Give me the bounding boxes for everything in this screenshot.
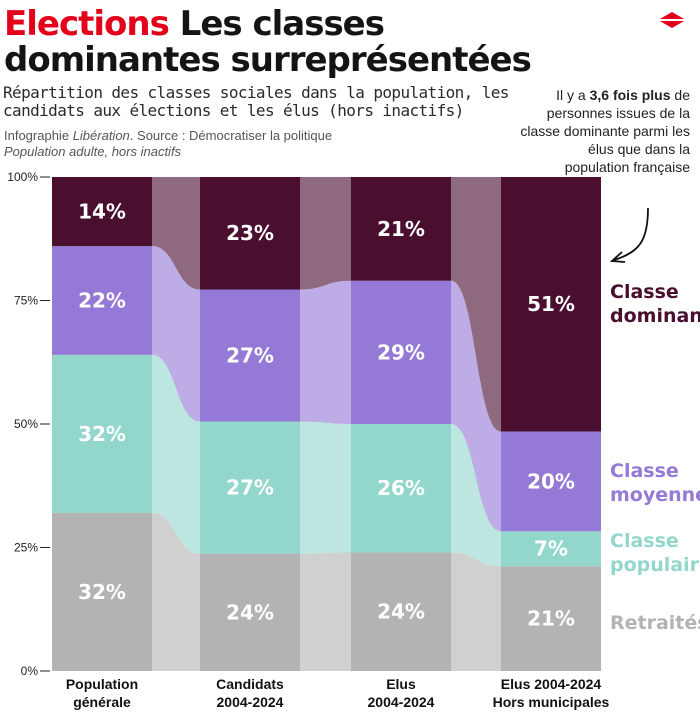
callout-before: Il y a [556,87,586,103]
y-tick-label: 0% [21,664,39,678]
y-tick-label: 75% [14,294,38,308]
title-main: Les classes dominantes surreprésentées [4,4,532,80]
data-label: 26% [377,476,425,500]
title-kicker: Elections [4,4,170,44]
flow-band-retraites [300,552,351,671]
bar-segment-populaire [200,421,300,554]
source-rest: . Source : Démocratiser la politique [129,128,333,143]
chart-subtitle: Répartition des classes sociales dans la… [3,83,509,120]
callout-annotation: Il y a 3,6 fois plus de personnes issues… [520,86,690,176]
data-label: 22% [78,289,126,313]
data-label: 14% [78,200,126,224]
y-tick-label: 50% [14,417,38,431]
flow-band-moyenne [152,246,200,422]
category-label: Candidats [216,676,284,692]
flow-band-populaire [451,424,501,567]
source-credit: Libération [72,128,130,143]
data-label: 32% [78,580,126,604]
flow-band-retraites [451,552,501,671]
flow-band-populaire [300,421,351,554]
legend-entry-moyenne: moyenne [610,484,700,506]
flow-band-dominante [451,177,501,432]
flow-band-populaire [152,354,200,554]
bar-segment-dominante [351,177,451,281]
category-label: Population [66,676,138,692]
data-label: 7% [534,537,568,561]
data-label: 24% [377,600,425,624]
category-label: 2004-2024 [217,694,284,710]
flow-band-dominante [152,177,200,290]
source-prefix: Infographie [4,128,70,143]
flow-band-moyenne [451,280,501,532]
population-note: Population adulte, hors inactifs [4,144,182,159]
data-label: 20% [527,469,575,493]
bar-segment-retraites [200,553,300,671]
flow-band-dominante [300,177,351,290]
legend-entry-retraites: Retraités [610,612,700,634]
category-label: 2004-2024 [368,694,435,710]
bar-segment-retraites [501,566,601,671]
bar-segment-populaire [501,531,601,567]
y-tick-label: 25% [14,541,38,555]
flow-band-retraites [152,512,200,671]
chart-title: Elections Les classes dominantes surrepr… [4,6,604,78]
data-label: 27% [226,476,274,500]
category-label: Elus [386,676,416,692]
bar-segment-dominante [200,177,300,290]
callout-bold: 3,6 fois plus [589,87,671,103]
category-label: Elus 2004-2024 [501,676,602,692]
bar-segment-populaire [52,354,152,513]
legend-entry-dominante: Classe [610,281,679,303]
data-label: 32% [78,422,126,446]
y-tick-label: 100% [7,170,38,184]
data-label: 21% [377,217,425,241]
flow-band-moyenne [300,280,351,424]
data-label: 29% [377,340,425,364]
callout-after: de personnes issues de la classe dominan… [520,87,690,175]
liberation-logo-icon [654,12,690,28]
legend-entry-moyenne: Classe [610,460,679,482]
bar-segment-moyenne [501,431,601,532]
category-label: Hors municipales [493,694,610,710]
data-label: 21% [527,607,575,631]
callout-arrow-icon [613,207,649,261]
bar-segment-retraites [52,512,152,671]
bar-segment-populaire [351,424,451,553]
legend-entry-populaire: Classe [610,530,679,552]
bar-segment-moyenne [351,280,451,424]
bar-segment-dominante [52,177,152,247]
legend-entry-dominante: dominante [610,305,700,327]
data-label: 24% [226,600,274,624]
callout-arrowhead-icon [609,251,626,263]
data-label: 51% [527,292,575,316]
legend-entry-populaire: populaire [610,554,700,576]
data-label: 23% [226,221,274,245]
category-label: générale [73,694,131,710]
data-label: 27% [226,344,274,368]
bar-segment-moyenne [200,289,300,422]
source-line: Infographie Libération. Source : Démocra… [4,128,524,144]
bar-segment-moyenne [52,246,152,355]
bar-segment-retraites [351,552,451,671]
bar-segment-dominante [501,177,601,432]
